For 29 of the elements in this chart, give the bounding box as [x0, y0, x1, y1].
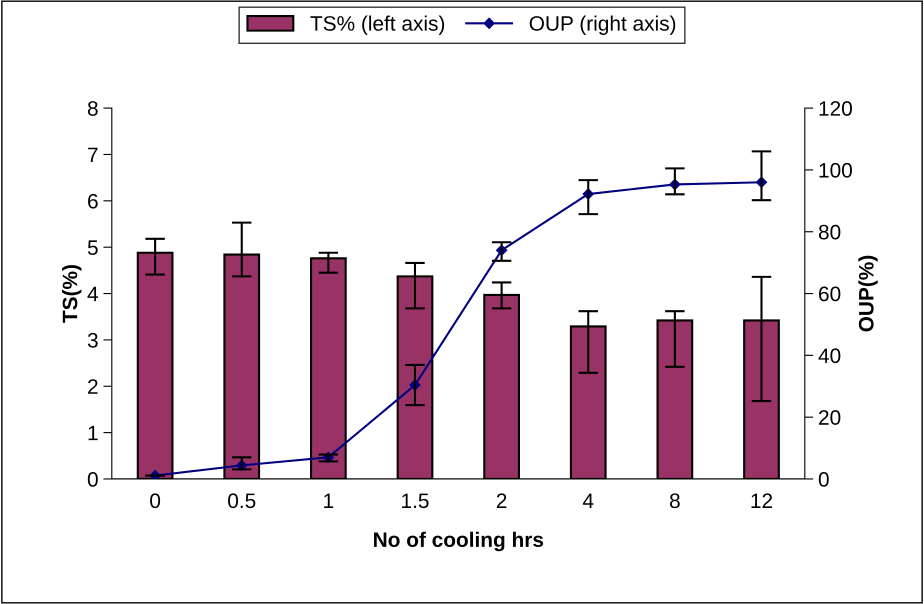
- legend-label: TS% (left axis): [310, 16, 444, 35]
- x-tick-label: 12: [751, 493, 772, 508]
- y2-tick-label: 100: [820, 162, 852, 178]
- x-tick-label: 1.5: [402, 494, 429, 508]
- y2-tick-label: 40: [818, 348, 840, 364]
- y-axis-title: TS(%): [62, 265, 82, 323]
- x-tick-label: 2: [496, 493, 506, 508]
- y-tick-label: 3: [88, 332, 98, 348]
- x-tick-label: 1: [324, 494, 334, 508]
- y-tick-label: 6: [88, 194, 98, 209]
- y-tick-label: 5: [88, 240, 98, 255]
- y2-tick-label: 120: [820, 101, 852, 116]
- y2-tick-label: 80: [818, 224, 840, 240]
- x-tick-label: 0: [150, 493, 160, 508]
- y2-tick-label: 0: [818, 472, 829, 487]
- y-tick-label: 4: [88, 286, 98, 302]
- legend-label: OUP (right axis): [530, 16, 676, 35]
- y-tick-label: 1: [88, 426, 98, 440]
- x-axis-title: No of cooling hrs: [374, 532, 544, 552]
- y2-axis-title: OUP(%): [858, 256, 878, 332]
- x-tick-label: 4: [582, 494, 594, 508]
- y2-tick-label: 20: [819, 410, 840, 425]
- y-tick-label: 8: [88, 101, 98, 116]
- y-tick-label: 2: [88, 379, 98, 394]
- y-tick-label: 0: [88, 472, 98, 487]
- y-tick-label: 7: [88, 148, 98, 162]
- x-tick-label: 0.5: [228, 493, 256, 508]
- y2-tick-label: 60: [819, 286, 840, 302]
- x-tick-label: 8: [670, 493, 680, 508]
